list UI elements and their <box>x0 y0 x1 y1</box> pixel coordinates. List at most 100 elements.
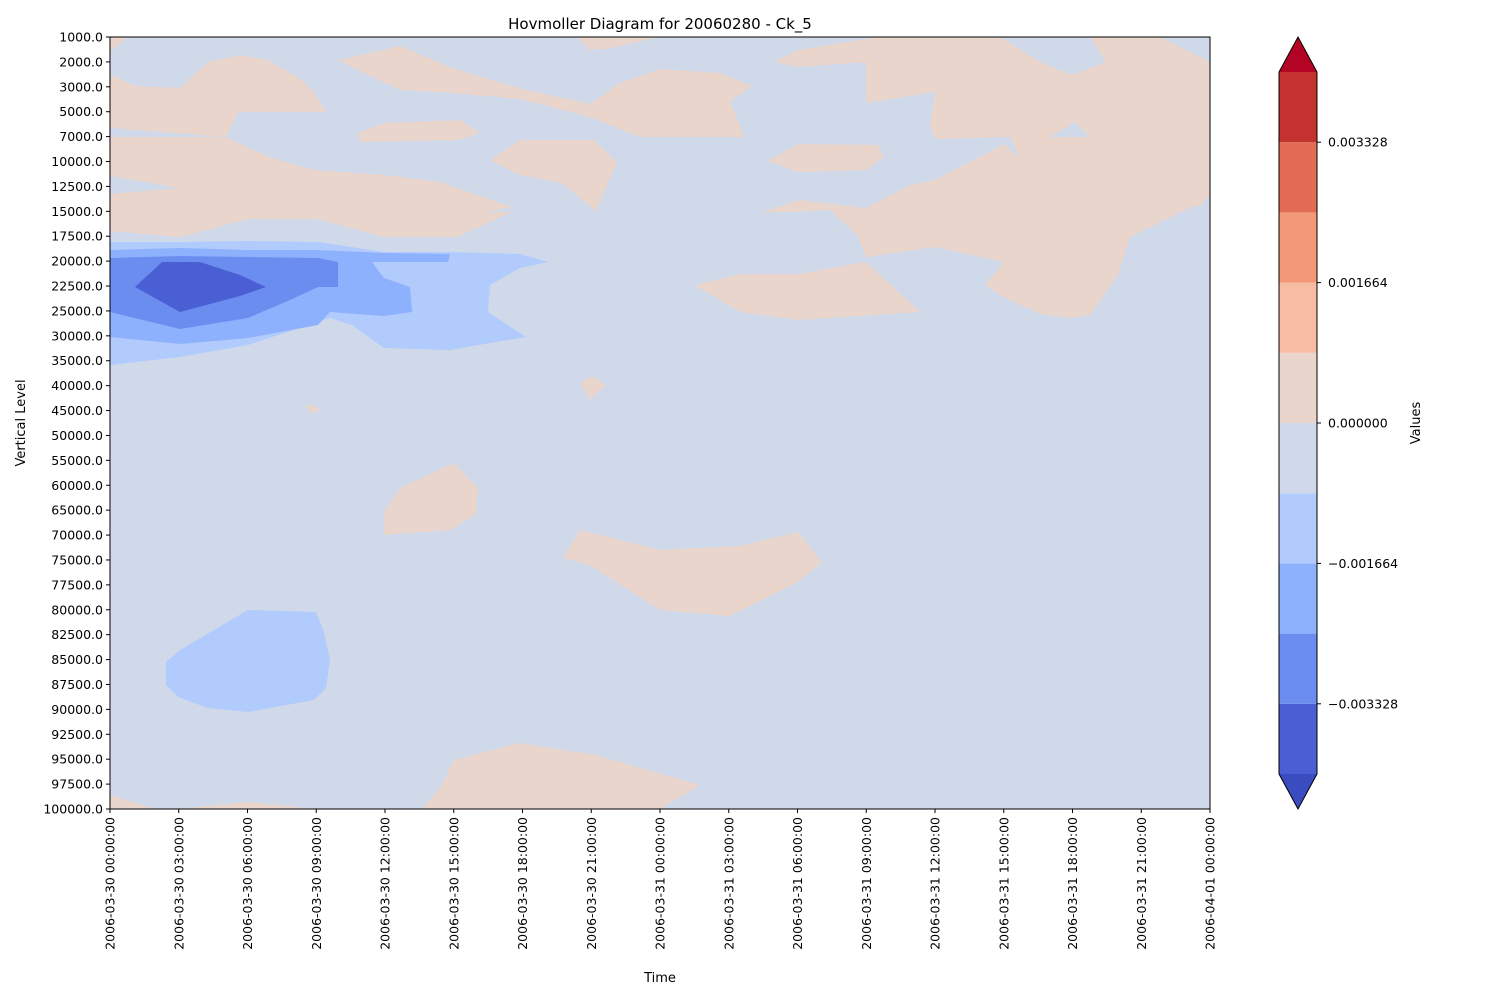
x-tick-label: 2006-03-31 12:00:00 <box>928 817 943 950</box>
y-tick-label: 65000.0 <box>51 503 103 518</box>
contour-region <box>768 144 884 172</box>
y-tick-label: 2000.0 <box>59 54 103 69</box>
contour-region <box>1000 37 1106 75</box>
y-axis-label: Vertical Level <box>14 379 29 466</box>
colorbar-label: Values <box>1409 402 1424 445</box>
x-tick-label: 2006-03-30 18:00:00 <box>515 817 530 950</box>
y-tick-label: 75000.0 <box>51 552 103 567</box>
colorbar: 0.003328 0.001664 0.000000 −0.001664 −0.0033… <box>1278 35 1398 811</box>
colorbar-tick-label: −0.003328 <box>1328 696 1398 711</box>
colorbar-band <box>1279 72 1317 143</box>
contour-region <box>338 46 752 137</box>
y-tick-label: 40000.0 <box>51 378 103 393</box>
y-tick-label: 35000.0 <box>51 353 103 368</box>
x-tick-label: 2006-03-30 06:00:00 <box>240 817 255 950</box>
y-tick-label: 17500.0 <box>51 229 103 244</box>
plot-area <box>109 36 1211 810</box>
y-tick-label: 55000.0 <box>51 453 103 468</box>
x-tick-label: 2006-03-30 15:00:00 <box>446 817 461 950</box>
y-tick-label: 87500.0 <box>51 677 103 692</box>
chart-title: Hovmoller Diagram for 20060280 - Ck_5 <box>508 15 812 34</box>
x-axis: 2006-03-30 00:00:00 2006-03-30 03:00:00 20… <box>103 809 1218 950</box>
colorbar-outline <box>1278 35 1318 811</box>
x-tick-label: 2006-03-31 03:00:00 <box>721 817 736 950</box>
contour-region <box>577 37 660 50</box>
contour-region <box>305 404 320 413</box>
contour-region <box>110 188 512 237</box>
y-tick-label: 77500.0 <box>51 577 103 592</box>
contour-region <box>135 262 266 312</box>
contour-region <box>358 120 480 142</box>
x-tick-label: 2006-03-30 21:00:00 <box>584 817 599 950</box>
x-tick-label: 2006-03-31 06:00:00 <box>790 817 805 950</box>
contour-region <box>384 463 478 535</box>
colorbar-tick-label: −0.001664 <box>1328 556 1398 571</box>
x-tick-label: 2006-03-30 00:00:00 <box>103 817 118 950</box>
colorbar-band <box>1279 212 1317 283</box>
y-tick-label: 25000.0 <box>51 303 103 318</box>
x-tick-label: 2006-03-31 15:00:00 <box>996 817 1011 950</box>
colorbar-tick-label: 0.003328 <box>1328 135 1388 150</box>
x-tick-label: 2006-03-31 00:00:00 <box>653 817 668 950</box>
y-tick-label: 60000.0 <box>51 478 103 493</box>
y-tick-label: 12500.0 <box>51 179 103 194</box>
x-tick-label: 2006-03-31 18:00:00 <box>1065 817 1080 950</box>
contour-region <box>762 37 1210 318</box>
colorbar-band <box>1279 493 1317 564</box>
contour-region <box>110 795 155 809</box>
colorbar-band <box>1279 282 1317 353</box>
colorbar-tick-label: 0.000000 <box>1328 416 1388 431</box>
x-tick-label: 2006-03-31 09:00:00 <box>859 817 874 950</box>
y-tick-label: 80000.0 <box>51 602 103 617</box>
colorbar-band <box>1279 563 1317 634</box>
y-tick-label: 22500.0 <box>51 279 103 294</box>
x-tick-label: 2006-03-31 21:00:00 <box>1134 817 1149 950</box>
y-tick-label: 30000.0 <box>51 328 103 343</box>
y-tick-label: 95000.0 <box>51 752 103 767</box>
y-tick-label: 10000.0 <box>51 154 103 169</box>
y-tick-label: 100000.0 <box>43 802 103 817</box>
contour-region <box>1195 195 1210 218</box>
y-tick-label: 85000.0 <box>51 652 103 667</box>
colorbar-extend-max <box>1279 37 1317 72</box>
contour-region <box>695 262 920 320</box>
colorbar-band <box>1279 703 1317 774</box>
contour-region <box>1160 37 1210 62</box>
y-tick-label: 90000.0 <box>51 702 103 717</box>
y-axis: 1000.0 2000.0 3000.0 5000.0 7000.0 10000.0 125… <box>43 30 110 817</box>
contour-region <box>1050 122 1090 137</box>
contour-region <box>110 137 512 215</box>
y-tick-label: 97500.0 <box>51 777 103 792</box>
contour-region <box>422 743 700 809</box>
y-tick-label: 82500.0 <box>51 627 103 642</box>
y-tick-label: 20000.0 <box>51 254 103 269</box>
contour-region <box>563 530 822 616</box>
y-tick-label: 45000.0 <box>51 403 103 418</box>
contour-region <box>580 376 606 400</box>
positive-contour-regions <box>110 37 1210 809</box>
y-tick-label: 1000.0 <box>59 30 103 45</box>
y-tick-label: 92500.0 <box>51 727 103 742</box>
y-tick-label: 70000.0 <box>51 528 103 543</box>
contour-region <box>175 802 318 809</box>
x-tick-label: 2006-04-01 00:00:00 <box>1203 817 1218 950</box>
y-tick-label: 3000.0 <box>59 79 103 94</box>
colorbar-tick-label: 0.001664 <box>1328 275 1388 290</box>
contour-region <box>490 140 617 211</box>
x-tick-label: 2006-03-30 03:00:00 <box>171 817 186 950</box>
colorbar-band <box>1279 633 1317 704</box>
colorbar-extend-min <box>1279 774 1317 809</box>
colorbar-band <box>1279 423 1317 494</box>
y-tick-label: 5000.0 <box>59 104 103 119</box>
x-tick-label: 2006-03-30 09:00:00 <box>309 817 324 950</box>
contour-region <box>166 610 330 712</box>
contour-region <box>110 37 127 52</box>
colorbar-band <box>1279 352 1317 423</box>
x-axis-label: Time <box>643 971 676 986</box>
contour-region <box>110 55 326 137</box>
colorbar-band <box>1279 142 1317 213</box>
y-tick-label: 15000.0 <box>51 204 103 219</box>
background-inclusions <box>1000 37 1210 218</box>
y-tick-label: 7000.0 <box>59 129 103 144</box>
